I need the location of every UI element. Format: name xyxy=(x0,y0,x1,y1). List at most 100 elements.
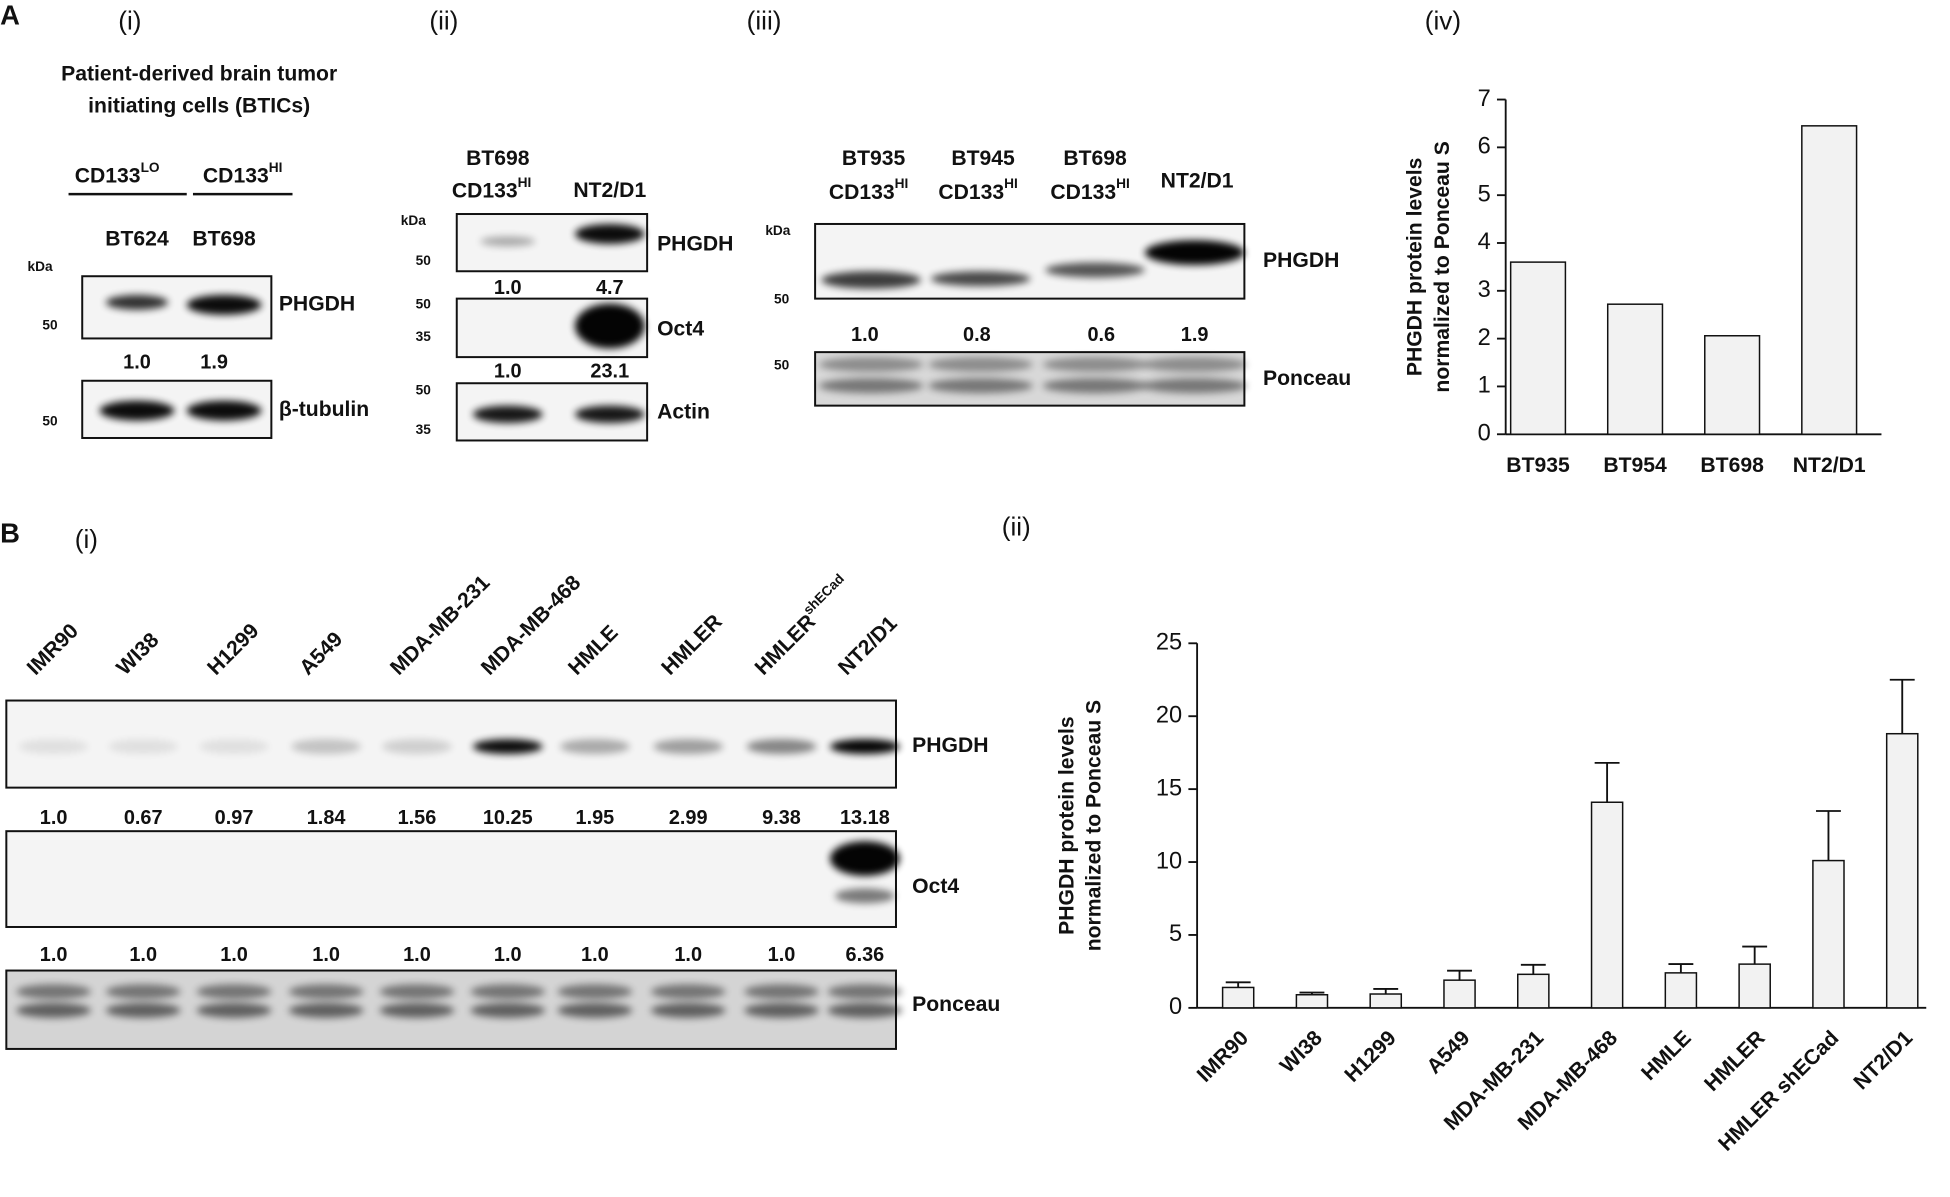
band xyxy=(557,984,633,1000)
band xyxy=(560,739,630,755)
band xyxy=(830,841,900,876)
x-tick-label: HMLE xyxy=(1637,1026,1696,1085)
lane-label: HMLE xyxy=(564,621,623,680)
title: initiating cells (BTICs) xyxy=(88,95,310,118)
quant: 1.0 xyxy=(312,944,340,966)
band xyxy=(1142,378,1247,394)
bar xyxy=(1443,979,1476,1009)
band xyxy=(199,739,269,755)
quant: 13.18 xyxy=(840,807,890,829)
quant: 0.8 xyxy=(963,324,991,346)
quant: 1.0 xyxy=(851,324,879,346)
protein-label: PHGDH xyxy=(1263,249,1339,272)
band xyxy=(186,400,262,421)
x-tick-label: WI38 xyxy=(1276,1026,1327,1077)
bar xyxy=(1885,732,1919,1009)
t: CD133 xyxy=(938,180,1004,203)
lane-label: NT2/D1 xyxy=(1161,169,1234,192)
quant: 0.67 xyxy=(124,807,163,829)
band xyxy=(827,1002,903,1018)
sup: HI xyxy=(1004,176,1018,191)
bar xyxy=(1517,973,1550,1009)
x-tick-label: IMR90 xyxy=(1193,1026,1253,1086)
protein-label: β-tubulin xyxy=(279,398,369,421)
y-tick-label: 25 xyxy=(1156,630,1182,656)
band xyxy=(930,271,1031,287)
lane-label: BT698 xyxy=(1063,147,1127,170)
protein-label: PHGDH xyxy=(279,292,355,315)
t: IMR90 xyxy=(22,619,82,679)
y-tick-label: 1 xyxy=(1478,373,1491,399)
x-tick-label: NT2/D1 xyxy=(1849,1026,1917,1094)
band xyxy=(557,1002,633,1018)
quant: 1.0 xyxy=(403,944,431,966)
band xyxy=(574,303,645,349)
quant: 1.0 xyxy=(494,360,522,382)
x-tick-label: BT935 xyxy=(1506,454,1570,477)
panel-label: B xyxy=(0,517,20,548)
y-tick-label: 7 xyxy=(1478,86,1491,112)
x-tick-label: BT698 xyxy=(1700,454,1764,477)
blots: A (i) Patient-derived brain tumor initia… xyxy=(0,0,1461,1050)
x-tick-label: BT954 xyxy=(1603,454,1667,477)
band xyxy=(574,223,645,244)
marker: 35 xyxy=(416,422,432,437)
quant: 1.9 xyxy=(1181,324,1209,346)
band xyxy=(818,378,924,394)
band xyxy=(379,984,455,1000)
marker: 50 xyxy=(416,296,432,311)
y-tick-label: 5 xyxy=(1478,181,1491,207)
sup: HI xyxy=(518,175,532,190)
band xyxy=(382,739,452,755)
band xyxy=(835,888,895,904)
lane-label: NT2/D1 xyxy=(573,179,646,202)
quant: 1.0 xyxy=(40,807,68,829)
lane-label: CD133HI xyxy=(829,176,909,204)
band xyxy=(472,739,543,755)
subpanel-label: (i) xyxy=(118,5,141,35)
band xyxy=(16,984,91,1000)
t: NT2/D1 xyxy=(834,611,902,679)
subpanel-label: (i) xyxy=(75,524,98,554)
t: HMLE xyxy=(564,621,623,680)
band xyxy=(744,984,819,1000)
y-tick-label: 0 xyxy=(1169,994,1182,1020)
lane-label: BT698 xyxy=(192,228,256,251)
band xyxy=(288,984,364,1000)
group-label: CD133LO xyxy=(75,160,160,188)
bar xyxy=(1812,859,1845,1009)
lane-label: CD133HI xyxy=(1050,176,1130,204)
sup: HI xyxy=(1116,176,1130,191)
quant: 6.36 xyxy=(846,944,885,966)
band xyxy=(744,1002,819,1018)
t: HMLER xyxy=(750,610,819,679)
bar xyxy=(1738,963,1771,1009)
marker: 50 xyxy=(42,413,58,428)
bar xyxy=(1704,335,1761,436)
lane-label: BT935 xyxy=(842,147,906,170)
band xyxy=(818,357,924,373)
band xyxy=(1042,378,1148,394)
y-axis-label: PHGDH protein levels xyxy=(1404,158,1427,377)
bar xyxy=(1221,986,1255,1009)
band xyxy=(480,236,536,247)
lane-label: BT945 xyxy=(951,147,1015,170)
quant: 10.25 xyxy=(483,807,533,829)
band xyxy=(827,984,903,1000)
subpanel-label: (ii) xyxy=(1002,512,1031,542)
kda: kDa xyxy=(27,259,52,274)
x-tick-label: H1299 xyxy=(1340,1026,1400,1086)
quant: 1.84 xyxy=(307,807,346,829)
marker: 50 xyxy=(774,357,790,372)
quant: 1.0 xyxy=(494,277,522,299)
band xyxy=(574,405,645,424)
protein-label: Actin xyxy=(657,401,710,424)
subpanel-label: (ii) xyxy=(429,5,458,35)
group-label: CD133HI xyxy=(203,160,283,188)
band xyxy=(186,294,262,315)
band xyxy=(653,739,724,755)
band xyxy=(379,1002,455,1018)
quant: 1.0 xyxy=(40,944,68,966)
y-tick-label: 0 xyxy=(1478,421,1491,447)
y-tick-label: 15 xyxy=(1156,775,1182,801)
